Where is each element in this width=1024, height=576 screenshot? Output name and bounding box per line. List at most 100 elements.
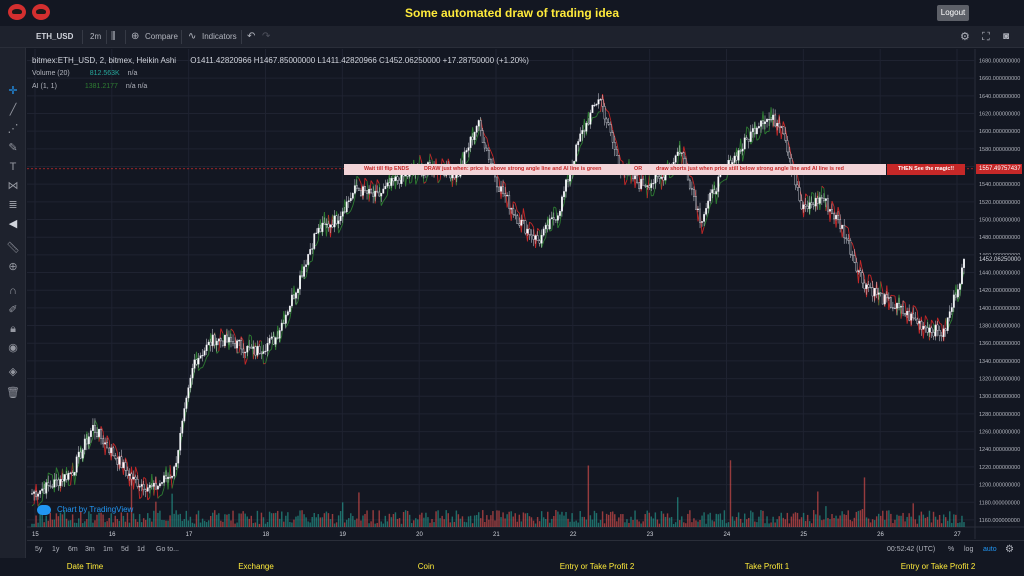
redo-icon[interactable]: ↷	[262, 31, 271, 42]
zoom-in-icon[interactable]: ⊕	[8, 261, 18, 273]
candle-body	[741, 148, 744, 152]
ai-line-segment	[90, 437, 94, 444]
volume-bar	[924, 517, 927, 527]
compare-icon[interactable]: ⊕	[131, 31, 140, 42]
range-5y[interactable]: 5y	[35, 546, 43, 553]
ai-legend-label[interactable]: AI (1, 1)	[32, 83, 57, 90]
volume-bar	[358, 492, 360, 527]
volume-bar	[863, 477, 866, 527]
brush-icon[interactable]: ✎	[8, 142, 18, 154]
auto-toggle[interactable]: auto	[983, 546, 997, 553]
ai-line-segment	[498, 178, 502, 199]
ai-line-segment	[348, 210, 352, 214]
candle-body	[465, 150, 468, 153]
volume-legend-label[interactable]: Volume (20)	[32, 70, 70, 77]
volume-bar	[796, 512, 799, 527]
volume-bar	[729, 460, 732, 527]
candle-body	[735, 155, 738, 161]
candle-body	[199, 355, 202, 359]
ai-line-segment	[709, 201, 713, 206]
ai-line-segment	[328, 214, 331, 238]
volume-bar	[63, 510, 66, 527]
magnet-icon[interactable]: ∩	[9, 285, 17, 297]
ai-line-segment	[529, 221, 532, 224]
volume-bar	[384, 515, 387, 527]
candle-body	[510, 208, 513, 210]
eye-icon[interactable]: ◉	[8, 342, 18, 354]
stay-drawing-icon[interactable]: ✐	[8, 304, 18, 316]
volume-bar	[888, 510, 890, 527]
lock-icon[interactable]: 🔒︎	[10, 323, 16, 335]
candle-body	[892, 307, 894, 309]
axis-settings-gear-icon[interactable]: ⚙	[1005, 544, 1014, 555]
range-3m[interactable]: 3m	[85, 546, 95, 553]
range-1m[interactable]: 1m	[103, 546, 113, 553]
candle-body	[246, 345, 249, 353]
ruler-icon[interactable]: 📏︎	[6, 242, 20, 254]
candle-body	[798, 187, 801, 201]
candle-body	[295, 292, 297, 299]
text-tool-icon[interactable]: T	[9, 161, 17, 173]
indicators-icon[interactable]: ∿	[188, 31, 197, 42]
crosshair-icon[interactable]: ✛	[8, 85, 18, 97]
settings-gear-icon[interactable]: ⚙	[960, 31, 970, 43]
candle-body	[124, 462, 127, 471]
tradingview-badge[interactable]: Chart by TradingView	[37, 503, 133, 517]
candle-body	[130, 473, 133, 480]
volume-bar	[258, 523, 261, 527]
range-6m[interactable]: 6m	[68, 546, 78, 553]
candle-body	[398, 179, 401, 184]
ai-line-segment	[691, 176, 695, 185]
candle-body	[770, 118, 773, 121]
candle-body	[579, 133, 582, 142]
ai-line-segment	[388, 173, 392, 191]
layers-icon[interactable]: ◈	[8, 366, 18, 378]
undo-icon[interactable]: ↶	[247, 31, 256, 42]
candle-body	[948, 311, 951, 318]
volume-bar	[339, 511, 342, 527]
range-1y[interactable]: 1y	[52, 546, 60, 553]
candle-body	[818, 197, 821, 204]
candle-body	[303, 266, 306, 277]
screenshot-camera-icon[interactable]: ◙	[1003, 31, 1010, 42]
volume-bar	[748, 517, 750, 527]
trend-line-icon[interactable]: ╱	[9, 104, 17, 116]
candle-body	[963, 258, 965, 268]
indicators-button[interactable]: Indicators	[202, 32, 237, 41]
percent-toggle[interactable]: %	[948, 546, 955, 553]
trash-icon[interactable]: 🗑︎	[6, 387, 20, 399]
symbol-search[interactable]: ETH_USD	[36, 32, 74, 41]
fib-tool-icon[interactable]: ⋰	[7, 123, 19, 135]
volume-bar	[695, 520, 697, 527]
pattern-tool-icon[interactable]: ⋈	[7, 180, 19, 192]
volume-bar	[207, 520, 210, 527]
ai-line-segment	[693, 184, 697, 198]
interval-button[interactable]: 2m	[90, 32, 102, 41]
range-bar: 5y 1y 6m 3m 1m 5d 1d Go to... 00:52:42 (…	[27, 540, 1024, 558]
log-toggle[interactable]: log	[964, 546, 974, 553]
volume-bar	[189, 516, 192, 527]
divider	[82, 30, 83, 44]
candle-body	[230, 337, 232, 342]
price-tick-label: 1160.000000000	[979, 518, 1020, 524]
volume-bar	[201, 518, 204, 527]
candle-body	[690, 188, 693, 190]
ai-line-segment	[720, 181, 723, 184]
ai-line-segment	[249, 334, 252, 337]
chart-style-icon[interactable]: ⫼	[111, 31, 116, 42]
price-chart[interactable]: 1680.000000000 1660.000000000 1640.0000000…	[27, 49, 1024, 539]
range-5d[interactable]: 5d	[121, 546, 129, 553]
arrow-left-icon[interactable]: ◀	[8, 218, 18, 230]
ai-line-segment	[931, 319, 934, 324]
prediction-tool-icon[interactable]: ≣	[8, 199, 18, 211]
volume-bar	[45, 515, 47, 527]
ai-line-segment	[955, 284, 959, 302]
range-1d[interactable]: 1d	[137, 546, 145, 553]
fullscreen-icon[interactable]: ⛶	[982, 31, 990, 43]
compare-button[interactable]: Compare	[145, 32, 178, 41]
candle-body	[280, 322, 283, 331]
logout-button[interactable]: Logout	[937, 5, 969, 21]
ai-line-segment	[488, 146, 492, 152]
goto-button[interactable]: Go to...	[156, 546, 179, 553]
ai-line-segment	[504, 183, 508, 208]
